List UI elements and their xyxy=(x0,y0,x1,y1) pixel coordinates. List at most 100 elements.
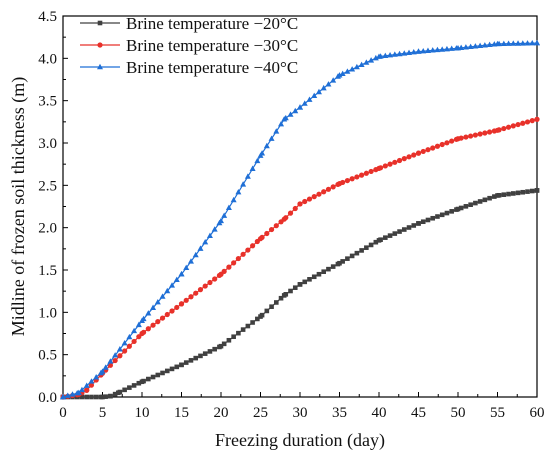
series-marker xyxy=(429,47,436,53)
series-marker xyxy=(520,120,526,126)
series-marker xyxy=(146,376,151,382)
series-marker xyxy=(231,334,236,340)
series-marker xyxy=(524,40,531,46)
series-marker xyxy=(249,165,256,171)
x-tick-label: 45 xyxy=(411,405,426,421)
series-marker xyxy=(155,372,161,378)
series-marker xyxy=(345,256,350,261)
series-marker xyxy=(302,198,308,205)
data-point xyxy=(60,393,66,400)
y-tick-label: 1.5 xyxy=(38,263,57,279)
data-point xyxy=(297,201,303,207)
series-marker xyxy=(122,348,128,354)
data-point xyxy=(100,394,105,400)
series-marker xyxy=(515,121,521,128)
series-marker xyxy=(487,195,492,201)
series-marker xyxy=(396,157,403,164)
series-marker xyxy=(510,123,516,129)
series-marker xyxy=(477,131,483,137)
series-marker xyxy=(500,40,507,47)
series-marker xyxy=(434,143,441,149)
data-point xyxy=(139,330,145,337)
series-marker xyxy=(88,382,95,388)
series-marker xyxy=(93,394,99,400)
series-marker xyxy=(197,245,204,251)
data-point xyxy=(281,293,287,298)
data-point xyxy=(218,343,224,349)
data-point xyxy=(218,217,224,224)
series-marker xyxy=(288,288,293,294)
series-marker xyxy=(519,40,526,46)
series-marker xyxy=(359,172,365,178)
y-tick-label: 2.0 xyxy=(38,221,57,237)
series-marker xyxy=(506,191,511,197)
series-marker xyxy=(505,124,512,130)
series-marker xyxy=(274,300,279,305)
x-tick-label: 35 xyxy=(332,405,347,421)
series-marker xyxy=(206,232,213,239)
series-marker xyxy=(197,287,204,293)
data-point xyxy=(455,44,461,51)
data-point xyxy=(281,116,288,122)
series-marker xyxy=(325,186,332,192)
series-marker xyxy=(311,92,318,99)
data-point xyxy=(534,39,540,46)
series-marker xyxy=(424,47,431,53)
series-marker xyxy=(401,50,408,56)
series-marker xyxy=(207,279,213,286)
series-marker xyxy=(150,304,157,310)
x-tick-label: 0 xyxy=(59,405,67,421)
series-marker xyxy=(127,385,132,390)
series-marker xyxy=(349,176,355,182)
series-marker xyxy=(363,59,370,65)
legend-item-20: Brine temperature −20°C xyxy=(80,14,298,33)
series-marker xyxy=(240,251,246,257)
series-marker xyxy=(392,231,398,236)
series-marker xyxy=(382,163,388,169)
series-marker xyxy=(529,39,536,46)
series-marker xyxy=(268,135,275,141)
series-marker xyxy=(154,298,161,305)
series-marker xyxy=(468,133,474,139)
x-tick-label: 55 xyxy=(490,405,505,421)
series-marker xyxy=(458,205,464,211)
series-marker xyxy=(202,239,209,245)
series-marker xyxy=(145,310,152,316)
x-tick-label: 5 xyxy=(99,405,107,421)
legend: Brine temperature −20°C Brine temperatur… xyxy=(80,14,298,77)
series-marker xyxy=(226,337,232,343)
legend-swatch-marker xyxy=(97,20,103,26)
series-marker xyxy=(444,140,450,146)
series-marker xyxy=(368,242,374,248)
series-marker xyxy=(244,173,251,179)
legend-marker xyxy=(97,20,103,26)
data-point xyxy=(75,389,82,395)
series-marker xyxy=(173,276,180,283)
series-marker xyxy=(472,43,479,49)
series-marker xyxy=(122,387,127,393)
data-point xyxy=(116,390,121,396)
series-marker xyxy=(463,134,469,140)
series-marker xyxy=(520,189,526,195)
x-tick-label: 15 xyxy=(174,405,189,421)
series-marker xyxy=(155,319,161,325)
series-marker xyxy=(245,247,251,253)
series-marker xyxy=(420,47,427,54)
series-marker xyxy=(89,394,94,400)
series-marker xyxy=(78,386,85,393)
series-marker xyxy=(112,391,118,397)
series-marker xyxy=(84,394,89,400)
legend-label: Brine temperature −30°C xyxy=(126,36,298,55)
series-marker xyxy=(430,215,436,221)
series-marker xyxy=(387,161,393,167)
series-marker xyxy=(159,293,166,299)
series-marker xyxy=(439,46,446,52)
data-point xyxy=(494,127,501,133)
series-marker xyxy=(439,141,445,148)
series-marker xyxy=(69,391,76,397)
series-marker xyxy=(401,156,407,162)
series-marker xyxy=(354,250,360,256)
series-marker xyxy=(340,259,345,264)
data-point xyxy=(336,72,343,78)
series-marker xyxy=(449,138,455,144)
